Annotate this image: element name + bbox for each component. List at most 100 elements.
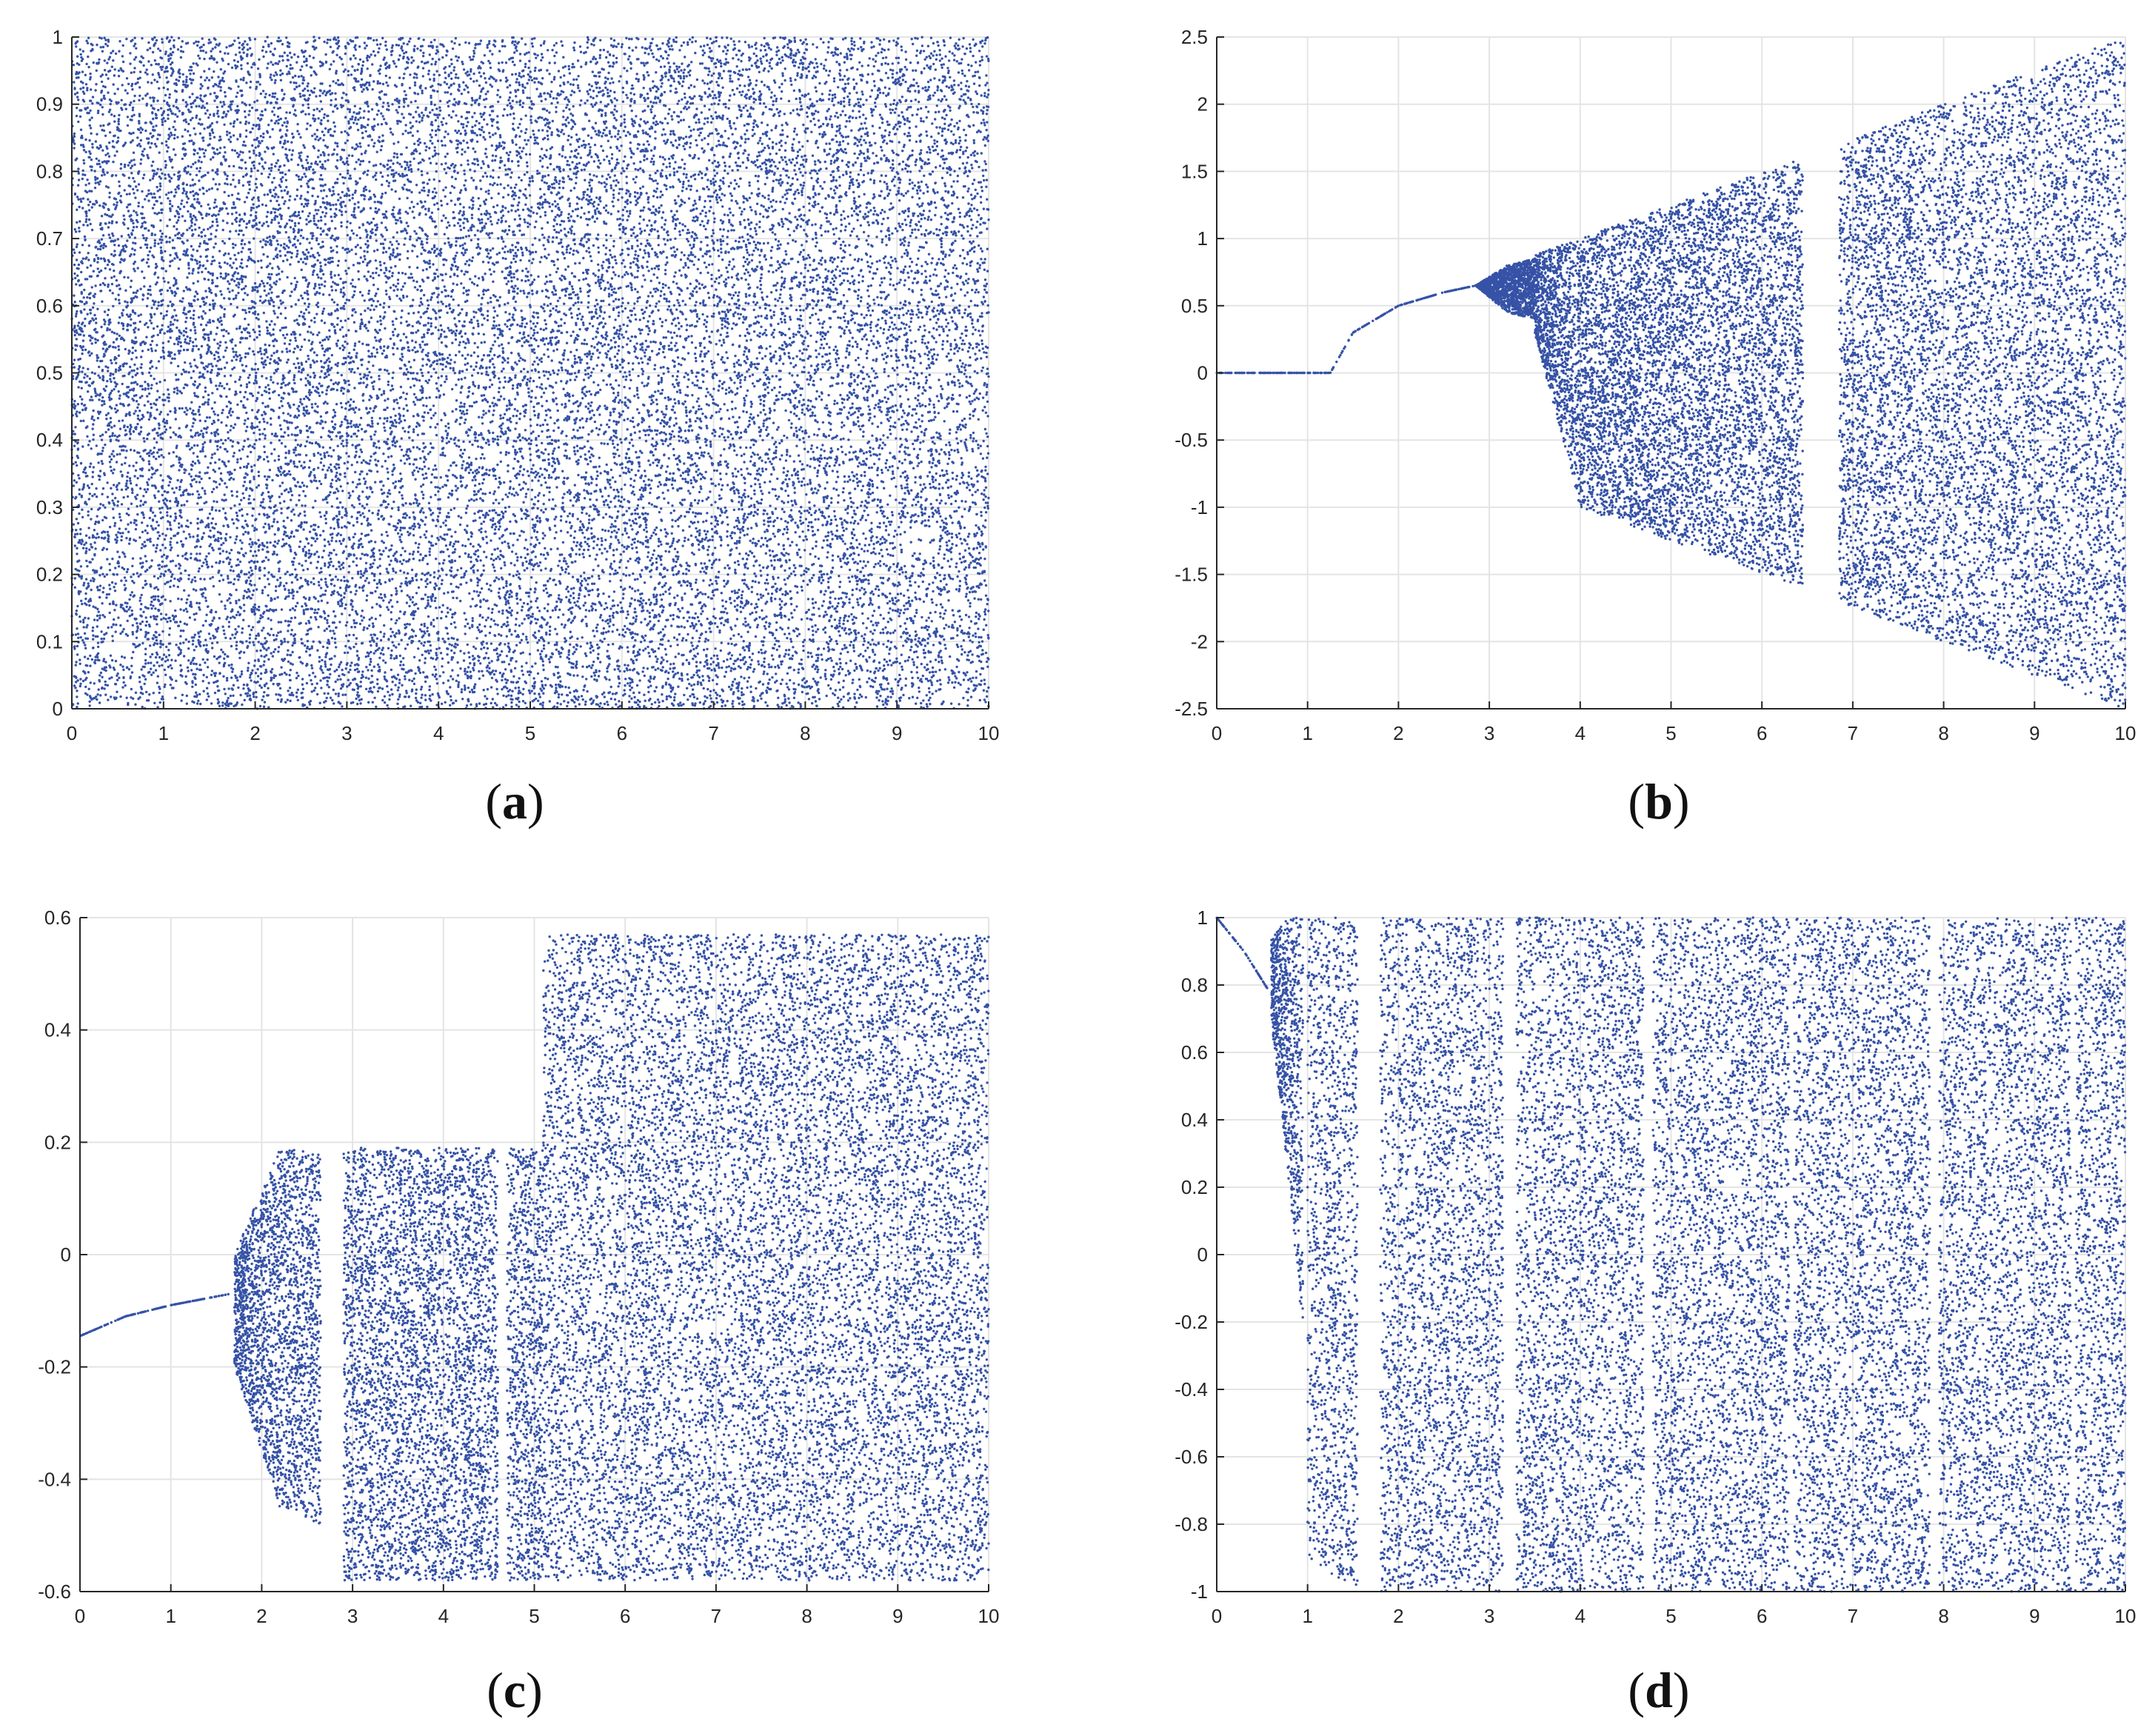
x-tick-label: 10 [978, 1605, 1000, 1627]
x-tick-label: 3 [1484, 1605, 1494, 1627]
panel-label-letter: d [1645, 1662, 1673, 1718]
y-tick-label: 0.8 [36, 160, 63, 182]
y-tick-label: -2 [1191, 630, 1208, 652]
x-tick-label: 8 [1938, 1605, 1948, 1627]
x-tick-label: 0 [67, 722, 77, 744]
x-tick-label: 4 [1575, 1605, 1586, 1627]
y-tick-label: -0.6 [1175, 1446, 1208, 1468]
series-points [1215, 916, 2127, 1593]
y-tick-label: -0.4 [1175, 1378, 1208, 1401]
panel-label-close: ) [1673, 773, 1690, 829]
x-tick-label: 3 [347, 1605, 358, 1627]
x-tick-label: 4 [438, 1605, 449, 1627]
series-points [79, 933, 990, 1582]
panel-label-close: ) [527, 773, 544, 829]
x-tick-label: 2 [256, 1605, 267, 1627]
x-tick-label: 5 [529, 1605, 539, 1627]
x-tick-label: 7 [1848, 722, 1858, 744]
x-tick-label: 1 [1302, 1605, 1312, 1627]
x-tick-label: 0 [1212, 722, 1222, 744]
x-tick-label: 2 [1393, 722, 1403, 744]
x-tick-label: 6 [1757, 722, 1767, 744]
y-tick-label: -0.6 [38, 1580, 71, 1603]
x-tick-label: 3 [341, 722, 352, 744]
chart-panel-b: 0 1 2 3 4 5 6 7 8 9 10 -2.5 -2 -1.5 -1 -0.5 0 0.5 1 1.5 2 2.5… [1175, 26, 2136, 829]
x-tick-label: 0 [1212, 1605, 1222, 1627]
y-tick-label: 0.2 [1181, 1176, 1208, 1198]
chart-panel-c: 0 1 2 3 4 5 6 7 8 9 10 -0.6 -0.4 -0.2 0 0.2 0.4 0.6 (c) [38, 907, 999, 1718]
panel-label-open: ( [485, 773, 502, 829]
y-tick-label: 1.5 [1181, 160, 1208, 182]
panel-label-open: ( [1628, 1662, 1645, 1718]
y-tick-label: -0.4 [38, 1468, 71, 1490]
y-tick-label: 0.4 [36, 429, 63, 451]
x-tick-label: 9 [2029, 1605, 2039, 1627]
x-tick-label: 2 [250, 722, 260, 744]
x-tick-label: 5 [1665, 722, 1676, 744]
x-tick-label: 4 [433, 722, 444, 744]
x-tick-label: 10 [2115, 722, 2136, 744]
panel-label-letter: a [502, 773, 527, 829]
x-tick-label: 1 [158, 722, 169, 744]
y-tick-label: -2.5 [1175, 698, 1208, 720]
y-tick-label: 0.2 [44, 1131, 71, 1153]
y-tick-label: 2 [1197, 93, 1208, 116]
x-tick-label: 7 [711, 1605, 721, 1627]
y-tick-label: 0.6 [44, 907, 71, 929]
y-tick-label: 0 [61, 1243, 71, 1266]
x-tick-label: 8 [801, 1605, 812, 1627]
chart-panel-a: 0 1 2 3 4 5 6 7 8 9 10 0 0.1 0.2 0.3 0.4 0.5 0.6 0.7 0.8 0.9… [36, 26, 1000, 829]
y-tick-label: 0 [53, 698, 63, 720]
scatter-points [1215, 916, 2127, 1593]
scatter-points [70, 36, 990, 710]
y-tick-label: 0.6 [1181, 1041, 1208, 1064]
y-tick-label: 0.9 [36, 93, 63, 116]
panel-label: (c) [487, 1662, 543, 1718]
panel-label-letter: c [504, 1662, 526, 1718]
y-tick-label: 0.4 [44, 1019, 71, 1041]
x-tick-label: 0 [75, 1605, 85, 1627]
y-tick-label: -0.8 [1175, 1513, 1208, 1535]
x-tick-label: 1 [1302, 722, 1312, 744]
panel-label-close: ) [1673, 1662, 1690, 1718]
panel-label: (d) [1628, 1662, 1689, 1718]
x-tick-label: 3 [1484, 722, 1494, 744]
x-tick-label: 9 [892, 1605, 903, 1627]
panel-label-open: ( [487, 1662, 504, 1718]
y-tick-label: -0.5 [1175, 429, 1208, 451]
panel-label: (a) [485, 773, 544, 829]
x-tick-label: 10 [978, 722, 1000, 744]
y-tick-label: 0 [1197, 1243, 1208, 1266]
series-points [70, 36, 990, 710]
panel-label-close: ) [526, 1662, 543, 1718]
x-tick-label: 5 [525, 722, 535, 744]
y-tick-label: 1 [1197, 907, 1208, 929]
panel-label: (b) [1628, 773, 1689, 829]
y-tick-label: 1 [1197, 227, 1208, 250]
y-tick-label: 0.6 [36, 295, 63, 317]
scatter-points [79, 933, 990, 1582]
y-tick-label: 1 [53, 26, 63, 48]
x-tick-label: 10 [2115, 1605, 2136, 1627]
x-tick-label: 5 [1665, 1605, 1676, 1627]
y-tick-label: -1.5 [1175, 564, 1208, 586]
y-tick-label: 0.8 [1181, 974, 1208, 996]
y-tick-label: -1 [1191, 1580, 1208, 1603]
y-tick-label: 0.1 [36, 630, 63, 652]
y-tick-label: 0.7 [36, 227, 63, 250]
x-tick-label: 9 [892, 722, 902, 744]
x-tick-label: 7 [1848, 1605, 1858, 1627]
y-tick-label: 0 [1197, 362, 1208, 384]
x-tick-label: 6 [1757, 1605, 1767, 1627]
x-tick-label: 1 [165, 1605, 176, 1627]
y-tick-label: 0.5 [1181, 295, 1208, 317]
y-tick-label: 0.5 [36, 362, 63, 384]
y-tick-label: -1 [1191, 496, 1208, 518]
y-tick-label: 2.5 [1181, 26, 1208, 48]
y-tick-label: -0.2 [1175, 1311, 1208, 1333]
x-tick-label: 6 [617, 722, 627, 744]
x-tick-label: 6 [620, 1605, 630, 1627]
y-tick-label: 0.3 [36, 496, 63, 518]
x-tick-label: 9 [2029, 722, 2039, 744]
